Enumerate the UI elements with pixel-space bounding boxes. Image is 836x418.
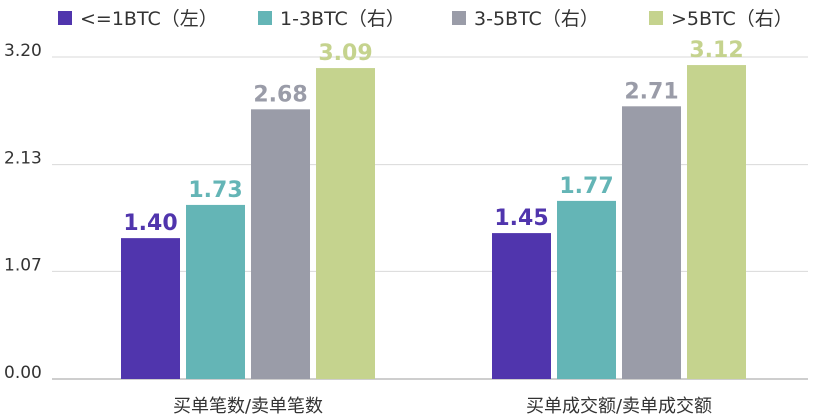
bar-value-label: 2.68: [253, 82, 307, 107]
legend-label: 3-5BTC（右）: [474, 8, 599, 30]
legend-item: 1-3BTC（右）: [258, 4, 405, 31]
bar: [186, 204, 245, 379]
legend-label: <=1BTC（左）: [80, 8, 218, 30]
value-labels: 1.40 1.73 2.68 3.09 1.45 1.77 2.71 3.12: [123, 38, 743, 236]
y-tick-label: 1.07: [4, 255, 42, 275]
y-tick-label: 0.00: [4, 363, 42, 383]
x-tick-label: 买单成交额/卖单成交额: [526, 396, 712, 417]
bar: [557, 200, 616, 379]
bar: [687, 65, 746, 380]
legend-item: <=1BTC（左）: [58, 4, 218, 31]
legend-item: >5BTC（右）: [649, 4, 793, 31]
bar: [622, 106, 681, 380]
bars: [121, 65, 746, 380]
bar-value-label: 1.73: [188, 178, 242, 203]
bar-value-label: 1.40: [123, 211, 177, 236]
bar-value-label: 3.09: [318, 41, 372, 66]
legend-swatch: [258, 10, 272, 25]
bar: [492, 233, 551, 379]
y-tick-label: 2.13: [4, 149, 42, 169]
legend-swatch: [649, 10, 663, 25]
x-tick-label: 买单笔数/卖单笔数: [173, 396, 323, 417]
legend-item: 3-5BTC（右）: [452, 4, 599, 31]
bar: [251, 109, 310, 379]
bar-value-label: 1.77: [559, 174, 613, 199]
y-axis: 0.00 1.07 2.13 3.20: [4, 41, 42, 383]
bar: [121, 238, 180, 379]
bar-value-label: 1.45: [494, 206, 548, 231]
legend-swatch: [452, 10, 466, 25]
bar-value-label: 2.71: [624, 79, 678, 104]
x-axis: 买单笔数/卖单笔数 买单成交额/卖单成交额: [173, 396, 712, 417]
bar: [316, 68, 375, 379]
y-tick-label: 3.20: [4, 41, 42, 61]
legend-swatch: [58, 10, 72, 25]
legend-label: 1-3BTC（右）: [280, 8, 405, 30]
bar-value-label: 3.12: [689, 38, 743, 63]
legend-label: >5BTC（右）: [671, 8, 793, 30]
